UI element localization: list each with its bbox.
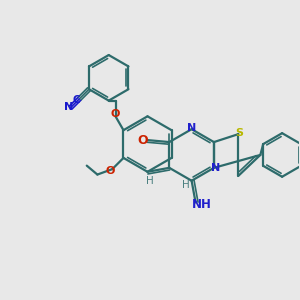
Text: NH: NH [192, 198, 212, 211]
Text: O: O [106, 166, 115, 176]
Text: H: H [182, 180, 190, 190]
Text: N: N [187, 123, 196, 133]
Text: N: N [64, 102, 74, 112]
Text: N: N [211, 163, 220, 173]
Text: H: H [146, 176, 153, 186]
Text: O: O [137, 134, 148, 147]
Text: C: C [72, 95, 80, 105]
Text: S: S [236, 128, 243, 138]
Text: O: O [111, 110, 120, 119]
